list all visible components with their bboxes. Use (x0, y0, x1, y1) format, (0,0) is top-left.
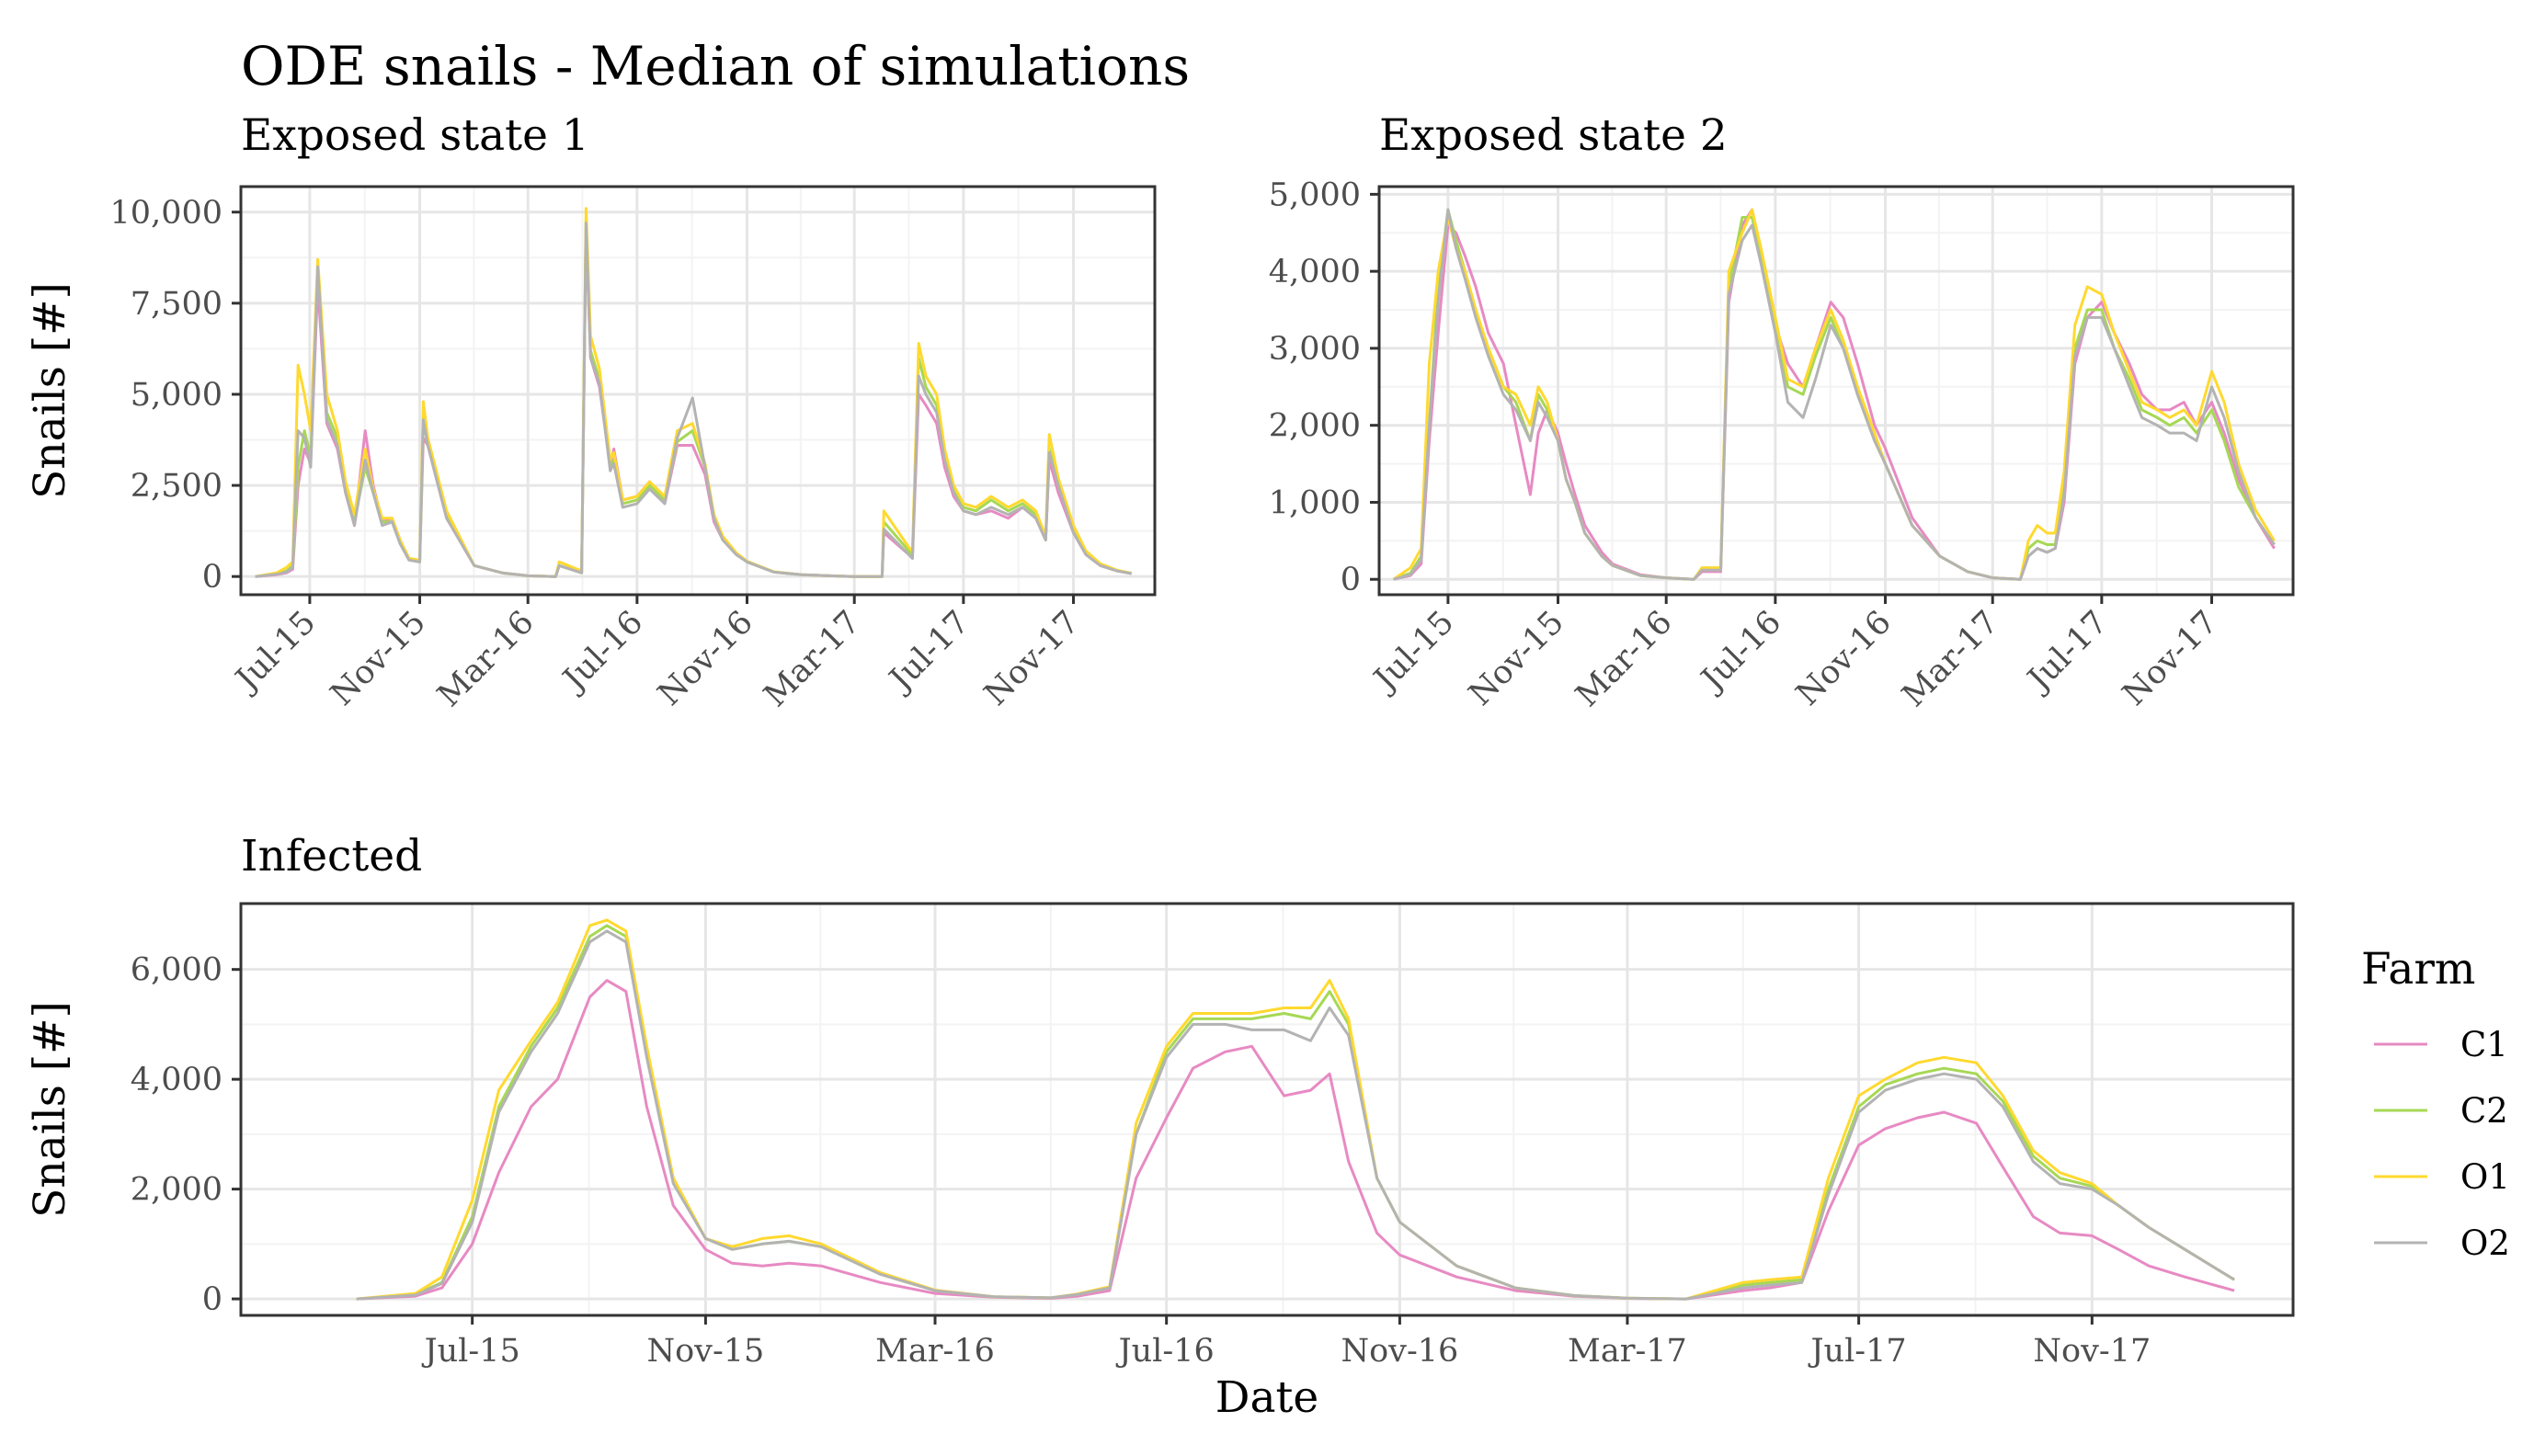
y-tick-label: 5,000 (131, 377, 223, 414)
panel-infected: Infected 0 2,000 4,000 6,000 Jul-15 Nov-15 Mar-… (25, 831, 2295, 1423)
y-tick-label: 3,000 (1269, 331, 1361, 368)
x-tick-label: Jul-16 (1116, 1333, 1215, 1370)
x-tick-label: Mar-17 (1568, 1333, 1687, 1370)
y-axis-title: Snails [#] (25, 1001, 75, 1218)
legend-label: C1 (2460, 1025, 2508, 1064)
x-tick-label: Nov-15 (646, 1333, 764, 1370)
plot-border (239, 185, 1157, 597)
x-axis-title: Date (1215, 1372, 1318, 1423)
x-tick-label: Nov-17 (2033, 1333, 2151, 1370)
legend: Farm C1 C2 O1 O2 (2361, 944, 2510, 1263)
legend-label: O2 (2460, 1223, 2510, 1263)
series-line-o1 (255, 207, 1133, 578)
series-line-o2 (1393, 208, 2276, 581)
y-tick-label: 0 (202, 559, 223, 596)
y-tick-label: 4,000 (1269, 254, 1361, 290)
plot-area (241, 904, 2293, 1315)
series-line-o2 (356, 929, 2235, 1301)
y-tick-label: 0 (202, 1281, 223, 1318)
series-line-o1 (1392, 208, 2276, 581)
figure-title: ODE snails - Median of simulations (241, 35, 1190, 97)
x-tick-label: Nov-16 (1341, 1333, 1458, 1370)
legend-title: Farm (2361, 944, 2475, 995)
y-tick-label: 2,500 (131, 468, 223, 505)
legend-label: C2 (2460, 1091, 2508, 1131)
plot-border (239, 902, 2295, 1317)
y-tick-label: 0 (1341, 562, 1361, 598)
x-tick-label: Jul-15 (422, 1333, 520, 1370)
panel-title: Exposed state 1 (241, 110, 589, 161)
y-tick-label: 2,000 (1269, 408, 1361, 445)
y-tick-label: 5,000 (1269, 176, 1361, 213)
y-tick-label: 2,000 (131, 1172, 223, 1209)
y-tick-label: 10,000 (110, 195, 223, 232)
x-tick-label: Mar-16 (875, 1333, 995, 1370)
panel-title: Exposed state 2 (1379, 110, 1728, 161)
y-tick-label: 1,000 (1269, 484, 1361, 521)
y-tick-label: 4,000 (131, 1062, 223, 1098)
plot-border (1377, 185, 2295, 597)
x-tick-label: Jul-17 (1809, 1333, 1907, 1370)
series-line-c2 (1393, 208, 2276, 581)
legend-label: O1 (2460, 1157, 2510, 1197)
y-tick-label: 6,000 (131, 952, 223, 989)
panel-title: Infected (241, 831, 422, 882)
y-tick-label: 7,500 (131, 286, 223, 323)
series-line-o1 (356, 918, 2235, 1301)
series-line-c1 (356, 979, 2235, 1301)
y-axis-title: Snails [#] (25, 282, 75, 499)
series-line-o2 (255, 222, 1132, 578)
